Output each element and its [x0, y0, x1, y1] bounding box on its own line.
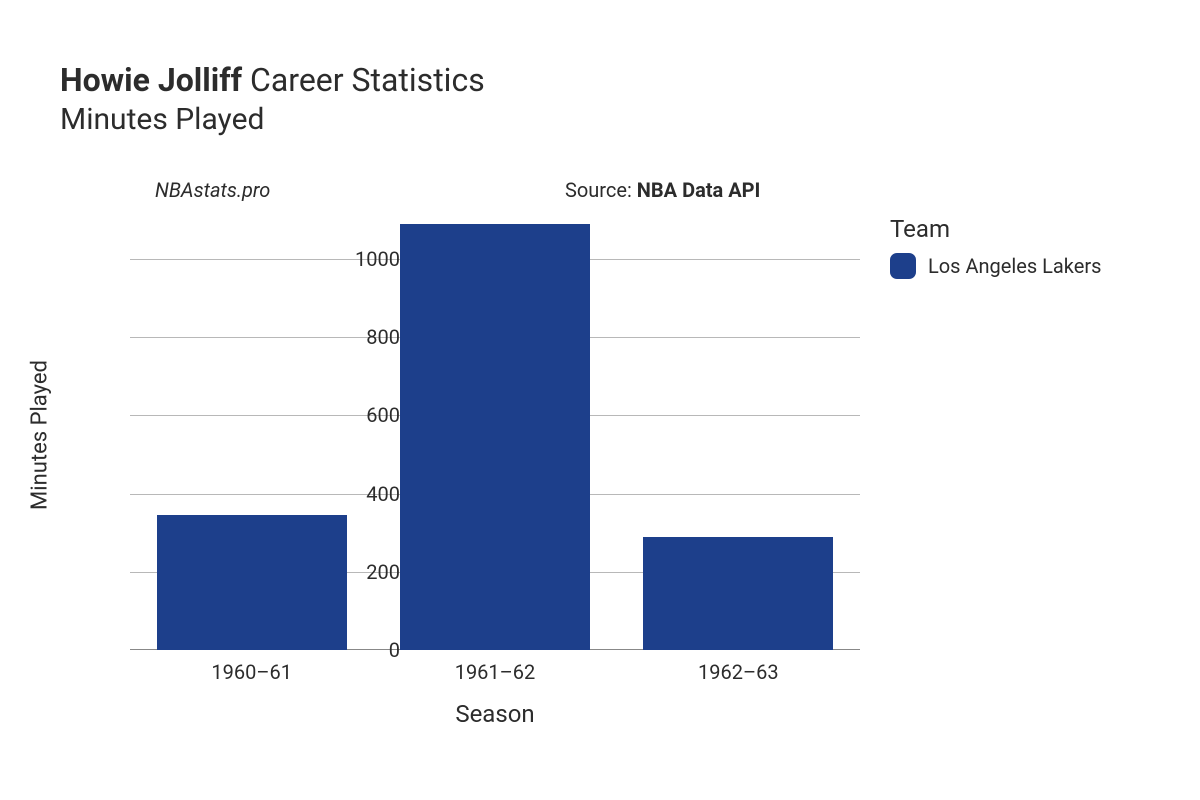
y-tick-label: 1000	[340, 247, 400, 271]
y-tick-label: 400	[340, 482, 400, 506]
y-tick-label: 800	[340, 325, 400, 349]
legend-swatch	[890, 253, 916, 279]
chart-zone: NBAstats.pro Source: NBA Data API Minute…	[60, 170, 1140, 730]
source-name: NBA Data API	[637, 178, 761, 202]
bar	[400, 224, 590, 650]
title-suffix: Career Statistics	[250, 61, 485, 99]
legend-label: Los Angeles Lakers	[928, 254, 1101, 278]
legend-item: Los Angeles Lakers	[890, 253, 1101, 279]
plot-area	[130, 220, 860, 650]
source-attribution: Source: NBA Data API	[565, 178, 760, 202]
page: Howie Jolliff Career Statistics Minutes …	[0, 0, 1200, 800]
bar	[643, 537, 833, 650]
x-tick-label: 1960–61	[130, 660, 373, 684]
bar	[157, 515, 347, 650]
chart-title-line2: Minutes Played	[60, 102, 1160, 137]
x-tick-label: 1962–63	[617, 660, 860, 684]
watermark-text: NBAstats.pro	[155, 178, 270, 202]
y-tick-label: 0	[340, 638, 400, 662]
x-axis-title: Season	[130, 700, 860, 728]
y-axis-title: Minutes Played	[28, 360, 53, 510]
legend: Team Los Angeles Lakers	[890, 215, 1101, 279]
y-tick-label: 200	[340, 560, 400, 584]
y-tick-label: 600	[340, 403, 400, 427]
source-prefix: Source:	[565, 178, 637, 202]
x-tick-label: 1961–62	[373, 660, 616, 684]
player-name: Howie Jolliff	[60, 61, 242, 99]
legend-title: Team	[890, 215, 1101, 243]
chart-title-line1: Howie Jolliff Career Statistics	[60, 60, 1160, 100]
